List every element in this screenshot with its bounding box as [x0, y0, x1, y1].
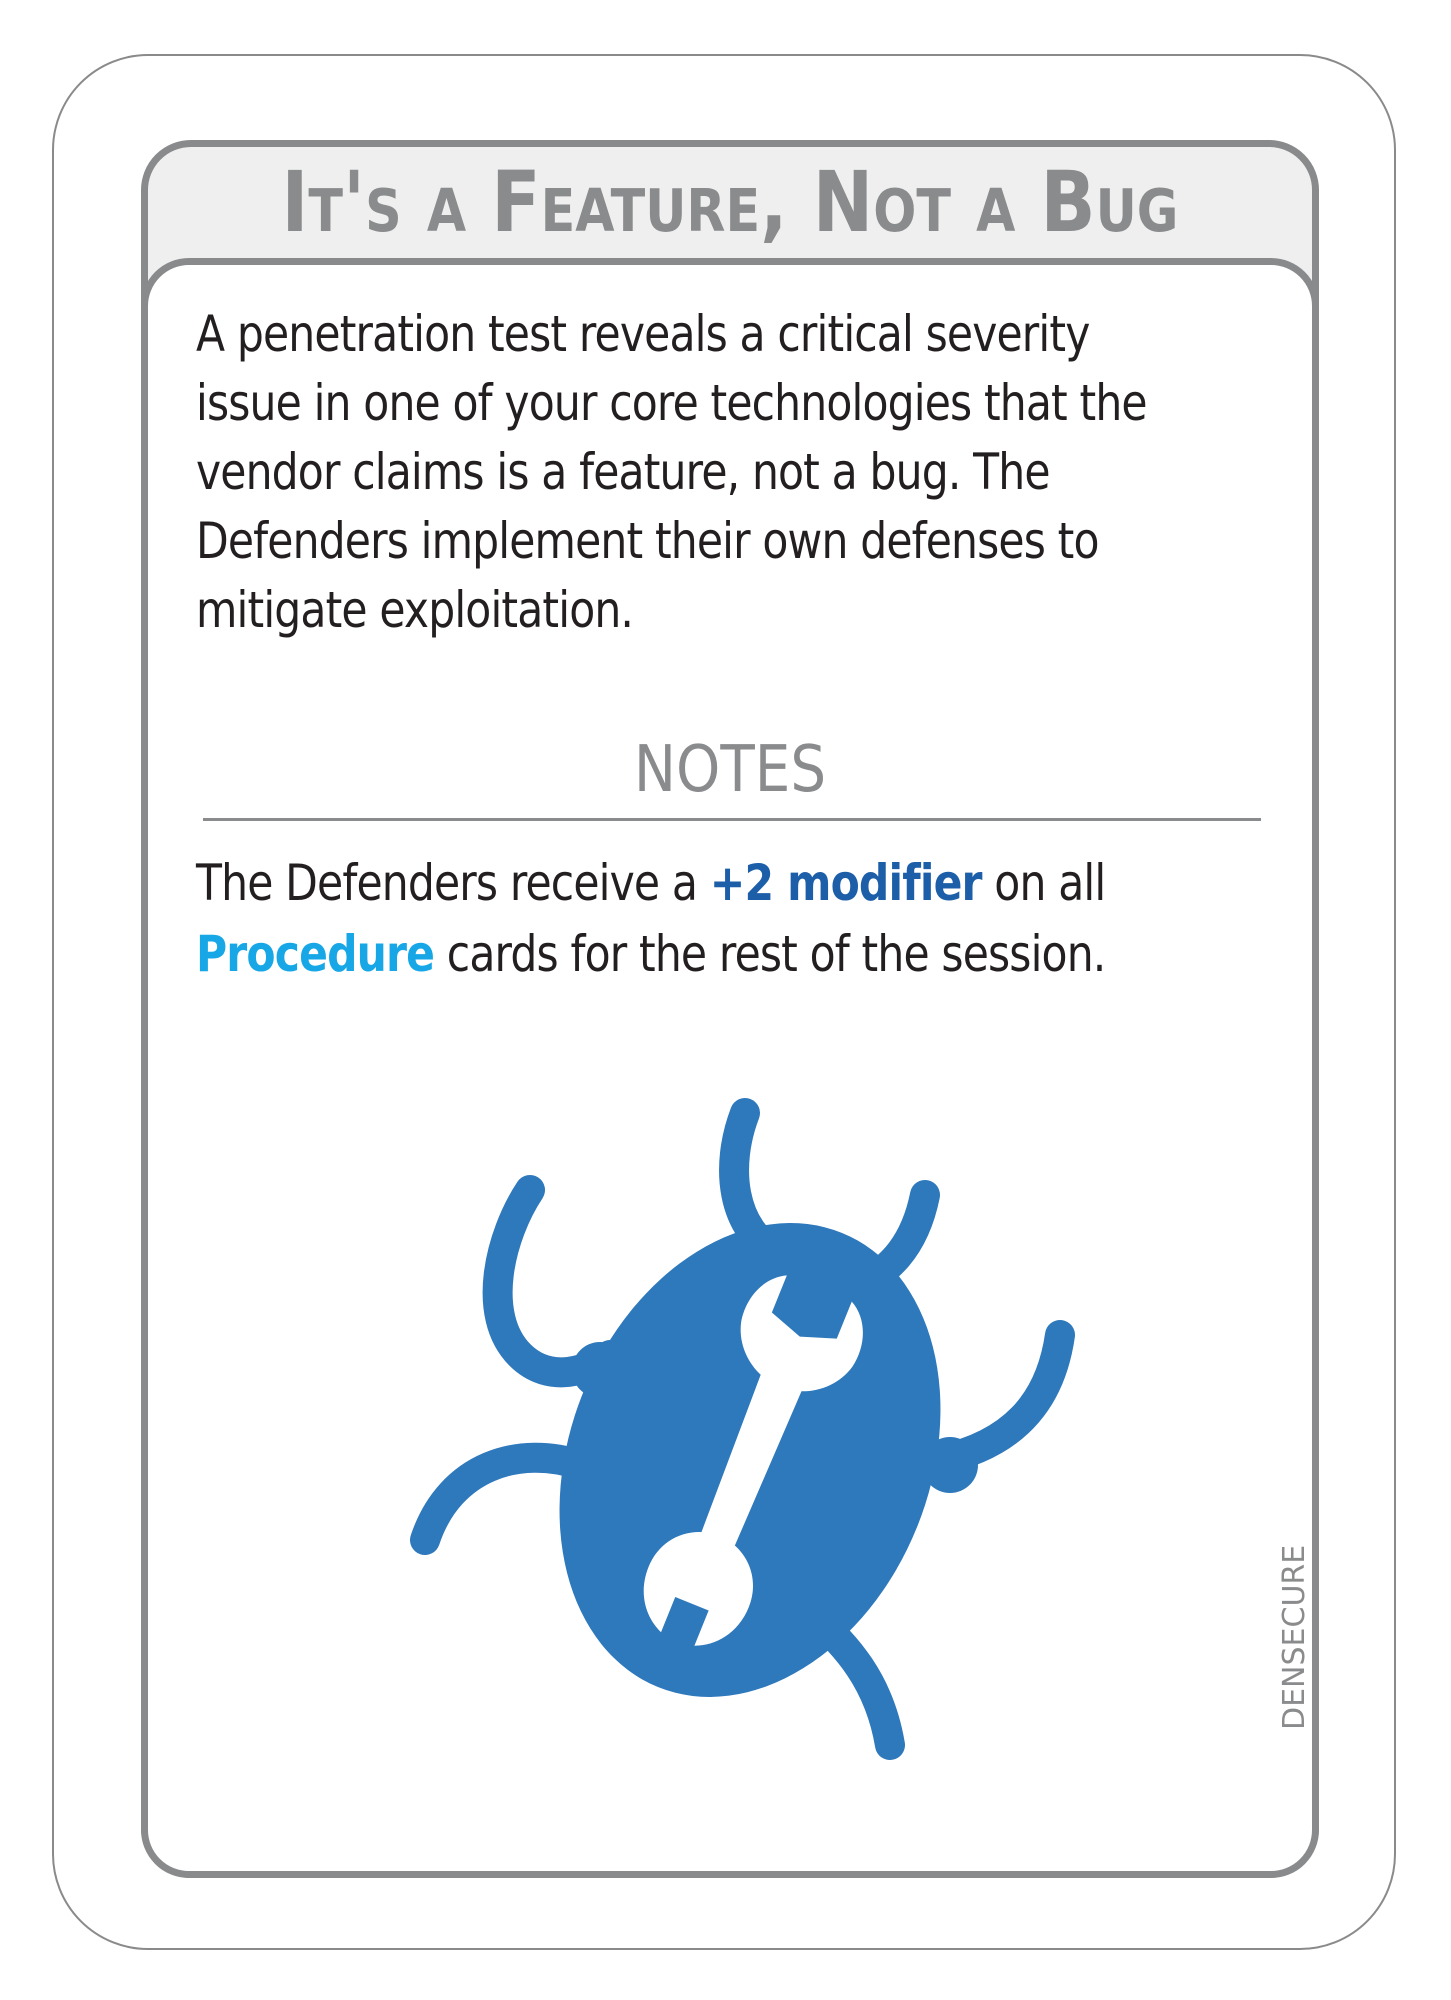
modifier-highlight: +2 modifier: [709, 854, 983, 912]
notes-line2-suffix: cards for the rest of the session.: [434, 925, 1106, 983]
description-line: Defenders implement their own defenses t…: [196, 512, 1099, 570]
bug-wrench-icon: [410, 1098, 1075, 1760]
description-line: vendor claims is a feature, not a bug. T…: [196, 443, 1051, 501]
description-line: mitigate exploitation.: [196, 581, 634, 639]
card-title: It's a Feature, Not a Bug: [281, 153, 1179, 251]
publisher-credit: DENSECURE: [1277, 1544, 1312, 1730]
notes-text: The Defenders receive a +2 modifier on a…: [196, 848, 1131, 990]
notes-divider: [203, 818, 1261, 821]
procedure-highlight: Procedure: [196, 925, 435, 983]
description-line: A penetration test reveals a critical se…: [196, 305, 1090, 363]
description-line: issue in one of your core technologies t…: [196, 374, 1148, 432]
notes-line-2: Procedure cards for the rest of the sess…: [196, 919, 1131, 990]
notes-heading: NOTES: [633, 733, 827, 807]
card-content-panel: [141, 258, 1319, 1878]
notes-line-1: The Defenders receive a +2 modifier on a…: [196, 848, 1131, 919]
card-description: A penetration test reveals a critical se…: [196, 300, 1148, 645]
bug-leg-icon: [410, 1442, 595, 1555]
notes-suffix: on all: [981, 854, 1106, 912]
notes-prefix: The Defenders receive a: [196, 854, 710, 912]
wrench-icon: [643, 1275, 863, 1646]
